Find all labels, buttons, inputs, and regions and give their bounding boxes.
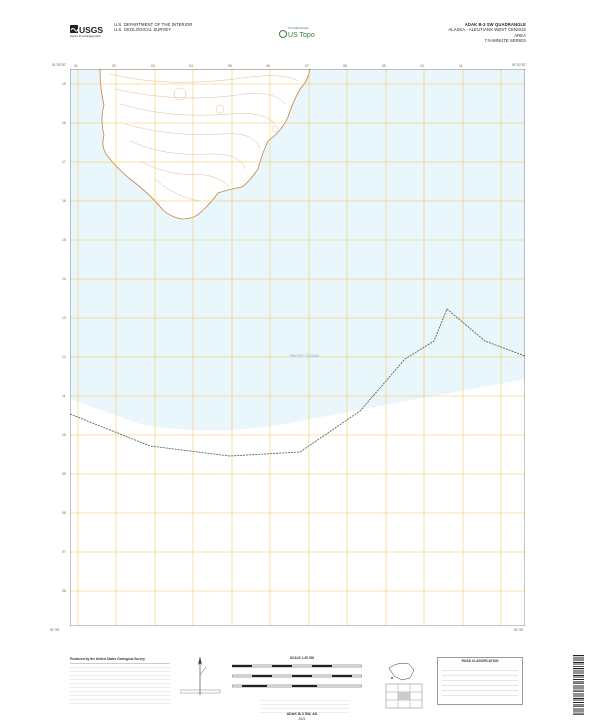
corner-label-top-right: 51°52'30" bbox=[512, 63, 527, 67]
quad-title-block: ADAK B-3 SW QUADRANGLE ALASKA - ALEUTIAN… bbox=[436, 22, 526, 44]
credits-text bbox=[70, 663, 170, 705]
grid-left-label: 15 bbox=[62, 238, 66, 242]
grid-top-label: 07 bbox=[305, 64, 309, 68]
grid-left-label: 13 bbox=[62, 316, 66, 320]
grid-top-label: 09 bbox=[382, 64, 386, 68]
quad-region: ALASKA - ALEUTIANS WEST CENSUS AREA bbox=[448, 27, 526, 38]
grid-top-label: 08 bbox=[343, 64, 347, 68]
legend-title: ROAD CLASSIFICATION bbox=[461, 659, 499, 663]
grid-left-label: 09 bbox=[62, 472, 66, 476]
grid-left-label: 07 bbox=[62, 550, 66, 554]
grid-top-label: 03 bbox=[151, 64, 155, 68]
map-frame: PACIFIC OCEAN bbox=[70, 69, 525, 626]
grid-top-label: 10 bbox=[420, 64, 424, 68]
contour-lines bbox=[109, 73, 299, 202]
grid-top-label: 01 bbox=[74, 64, 78, 68]
scale-text: SCALE 1:25 000 bbox=[289, 656, 315, 660]
legend-entries bbox=[442, 666, 518, 697]
grid-top-label: 11 bbox=[459, 64, 463, 68]
grid-left-label: 18 bbox=[62, 121, 66, 125]
usgs-tagline: science for a changing world bbox=[70, 35, 101, 38]
ustopo-logo: The National Map US Topo bbox=[279, 26, 315, 39]
grid-top-label: 04 bbox=[189, 64, 193, 68]
agency-line-1: U.S. DEPARTMENT OF THE INTERIOR bbox=[114, 22, 193, 27]
grid-top-label: 05 bbox=[228, 64, 232, 68]
corner-label-bottom-left: 51°45' bbox=[50, 628, 60, 632]
grid-left-label: 06 bbox=[62, 589, 66, 593]
grid-lines bbox=[70, 69, 525, 626]
grid-top-label: 06 bbox=[266, 64, 270, 68]
grid-left-label: 16 bbox=[62, 199, 66, 203]
usgs-logo: USGS science for a changing world bbox=[70, 25, 103, 38]
national-map-text: The National Map bbox=[288, 26, 309, 30]
bottom-year: 2021 bbox=[298, 717, 306, 721]
grid-left-label: 14 bbox=[62, 277, 66, 281]
scale-bars bbox=[232, 664, 362, 688]
island-land bbox=[99, 69, 311, 220]
barcode bbox=[573, 655, 584, 715]
ocean-label: PACIFIC OCEAN bbox=[290, 354, 320, 358]
agency-line-2: U.S. GEOLOGICAL SURVEY bbox=[114, 27, 172, 33]
bottom-quad-title: ADAK B-3 SW, AK bbox=[286, 712, 318, 716]
north-arrow bbox=[180, 657, 221, 695]
quad-location-map bbox=[385, 662, 423, 709]
ustopo-text: US Topo bbox=[288, 32, 315, 39]
corner-label-top-left: 51°52'30" bbox=[52, 63, 67, 67]
grid-left-label: 10 bbox=[62, 433, 66, 437]
producer-block: Produced by the United States Geological… bbox=[70, 657, 170, 705]
quad-series: 7.5-MINUTE SERIES bbox=[484, 38, 526, 44]
quad-title: ADAK B-3 SW QUADRANGLE bbox=[464, 22, 526, 27]
grid-left-label: 17 bbox=[62, 160, 66, 164]
grid-left-label: 19 bbox=[62, 82, 66, 86]
usgs-logo-text: USGS bbox=[79, 25, 103, 35]
datum-notes bbox=[260, 697, 350, 713]
road-legend: ROAD CLASSIFICATION bbox=[437, 657, 523, 705]
grid-left-label: 12 bbox=[62, 355, 66, 359]
grid-left-label: 11 bbox=[62, 394, 66, 398]
corner-label-bottom-right: 51°45' bbox=[514, 628, 524, 632]
grid-left-label: 08 bbox=[62, 511, 66, 515]
boundary-line bbox=[70, 308, 525, 457]
producer-text: Produced by the United States Geological… bbox=[70, 657, 145, 661]
agency-block: U.S. DEPARTMENT OF THE INTERIOR U.S. GEO… bbox=[114, 22, 192, 33]
grid-top-label: 02 bbox=[112, 64, 116, 68]
